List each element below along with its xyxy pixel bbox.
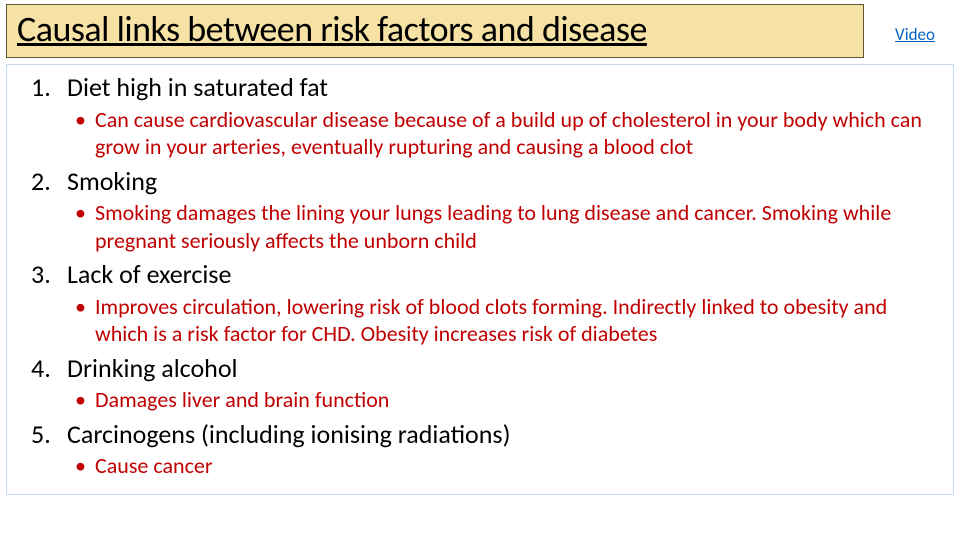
list-item-label: Lack of exercise	[67, 258, 231, 290]
risk-factor-list: Diet high in saturated fat Can cause car…	[19, 71, 941, 480]
sub-list: Smoking damages the lining your lungs le…	[67, 199, 941, 254]
sub-list-item: Can cause cardiovascular disease because…	[67, 106, 941, 161]
sub-list-item: Damages liver and brain function	[67, 386, 941, 414]
sub-list-item: Smoking damages the lining your lungs le…	[67, 199, 941, 254]
sub-list-item: Improves circulation, lowering risk of b…	[67, 293, 941, 348]
sub-list: Improves circulation, lowering risk of b…	[67, 293, 941, 348]
sub-list-item: Cause cancer	[67, 452, 941, 480]
sub-list: Cause cancer	[67, 452, 941, 480]
video-link-label: Video	[895, 24, 935, 45]
list-item: Diet high in saturated fat Can cause car…	[19, 71, 941, 161]
video-link[interactable]: Video	[864, 4, 954, 45]
list-item: Lack of exercise Improves circulation, l…	[19, 258, 941, 348]
list-item: Smoking Smoking damages the lining your …	[19, 165, 941, 255]
header-row: Causal links between risk factors and di…	[0, 0, 960, 58]
list-item-label: Smoking	[67, 165, 157, 197]
title-box: Causal links between risk factors and di…	[6, 4, 864, 58]
list-item-label: Drinking alcohol	[67, 352, 238, 384]
list-item: Carcinogens (including ionising radiatio…	[19, 418, 941, 480]
sub-list: Can cause cardiovascular disease because…	[67, 106, 941, 161]
sub-list: Damages liver and brain function	[67, 386, 941, 414]
content-box: Diet high in saturated fat Can cause car…	[6, 64, 954, 495]
list-item: Drinking alcohol Damages liver and brain…	[19, 352, 941, 414]
list-item-label: Carcinogens (including ionising radiatio…	[67, 418, 511, 450]
list-item-label: Diet high in saturated fat	[67, 71, 328, 103]
page-title: Causal links between risk factors and di…	[17, 7, 853, 51]
